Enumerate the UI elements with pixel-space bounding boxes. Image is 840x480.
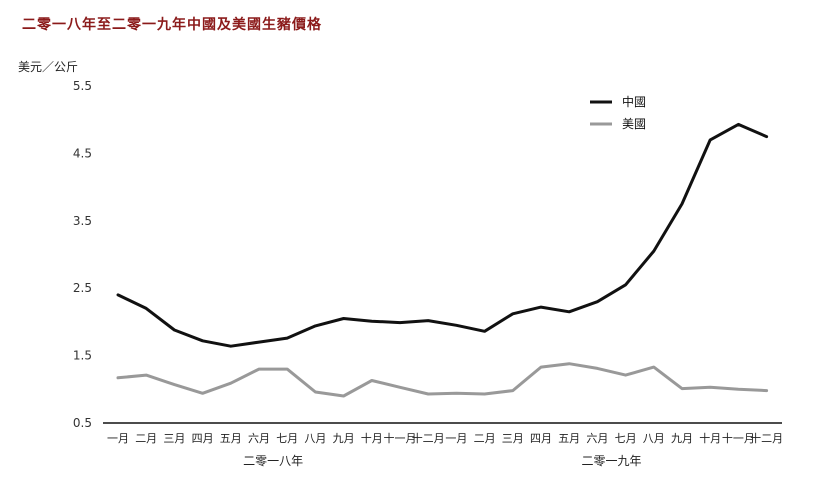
x-tick-label: 九月 <box>671 432 693 445</box>
y-tick-label: 5.5 <box>73 79 92 93</box>
x-tick-label: 十一月 <box>722 431 755 445</box>
y-axis-unit-label: 美元／公斤 <box>18 60 79 74</box>
x-tick-label: 三月 <box>502 432 524 445</box>
series-line-美國 <box>116 362 769 398</box>
x-tick-label: 八月 <box>643 432 665 445</box>
x-tick-label: 二月 <box>135 432 157 445</box>
x-tick-label: 十月 <box>699 431 721 445</box>
x-tick-label: 一月 <box>107 432 129 445</box>
x-tick-label: 七月 <box>615 432 637 445</box>
chart-title: 二零一八年至二零一九年中國及美國生豬價格 <box>22 17 322 33</box>
y-tick-label: 4.5 <box>73 146 92 160</box>
legend-label: 美國 <box>622 117 646 131</box>
x-tick-label: 十月 <box>361 431 383 445</box>
x-tick-label: 十二月 <box>750 431 783 445</box>
legend-label: 中國 <box>622 94 646 109</box>
x-tick-label: 五月 <box>220 432 242 445</box>
y-tick-label: 2.5 <box>73 281 92 295</box>
x-tick-label: 九月 <box>333 432 355 445</box>
year-group-label: 二零一九年 <box>581 454 641 468</box>
x-tick-label: 七月 <box>276 432 298 445</box>
x-tick-label: 六月 <box>586 432 608 445</box>
y-tick-label: 0.5 <box>73 416 92 430</box>
x-tick-label: 四月 <box>530 432 552 445</box>
x-tick-label: 十二月 <box>412 431 445 445</box>
x-tick-label: 四月 <box>192 432 214 445</box>
x-tick-label: 一月 <box>445 432 467 445</box>
y-tick-label: 1.5 <box>73 349 92 363</box>
x-tick-label: 五月 <box>558 432 580 445</box>
x-tick-label: 二月 <box>474 432 496 445</box>
x-tick-label: 六月 <box>248 432 270 445</box>
x-tick-label: 三月 <box>163 432 185 445</box>
series-line-中國 <box>116 122 769 348</box>
x-tick-label: 八月 <box>304 432 326 445</box>
x-tick-label: 十一月 <box>384 431 417 445</box>
year-group-label: 二零一八年 <box>243 454 303 468</box>
y-tick-label: 3.5 <box>73 214 92 228</box>
